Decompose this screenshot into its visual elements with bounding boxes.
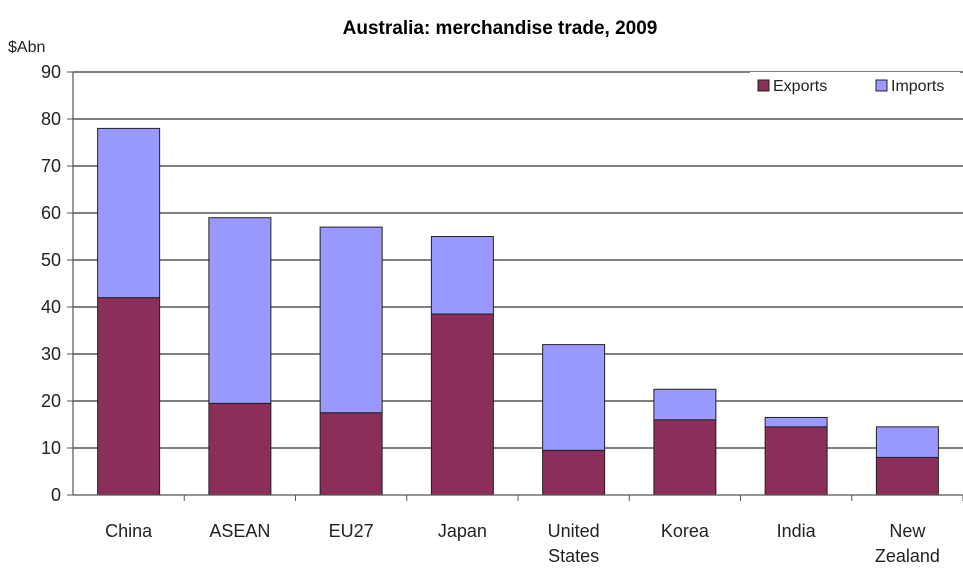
y-axis-label: $Abn	[8, 39, 45, 56]
y-tick-label: 0	[51, 485, 61, 505]
legend-swatch-exports	[757, 79, 770, 92]
y-tick-label: 70	[41, 156, 61, 176]
bar-exports	[542, 449, 606, 496]
bar-exports	[875, 456, 939, 496]
bars	[97, 127, 939, 496]
y-tick-label: 20	[41, 391, 61, 411]
chart-title: Australia: merchandise trade, 2009	[343, 18, 658, 39]
bar-exports	[319, 412, 383, 496]
legend-label-imports: Imports	[891, 78, 944, 95]
x-tick-label: Zealand	[875, 546, 940, 566]
y-tick-label: 90	[41, 62, 61, 82]
bar-imports	[875, 426, 939, 458]
x-tick-label: EU27	[329, 521, 374, 541]
x-tick-label: United	[548, 521, 600, 541]
bar-imports	[653, 388, 717, 421]
x-tick-label: States	[548, 546, 599, 566]
y-tick-label: 30	[41, 344, 61, 364]
legend-label-exports: Exports	[773, 78, 827, 95]
y-tick-label: 80	[41, 109, 61, 129]
x-axis-labels: China ASEAN EU27 Japan United States Korea Indi…	[105, 521, 940, 566]
bar-exports	[97, 297, 161, 496]
y-tick-label: 10	[41, 438, 61, 458]
legend-background	[750, 72, 960, 100]
x-tick-label: China	[105, 521, 153, 541]
axes	[72, 72, 963, 501]
bar-exports	[653, 419, 717, 496]
bar-imports	[764, 416, 828, 428]
x-tick-label: ASEAN	[209, 521, 270, 541]
x-tick-label: Japan	[438, 521, 487, 541]
y-tick-label: 60	[41, 203, 61, 223]
y-tick-label: 50	[41, 250, 61, 270]
bar-imports	[542, 344, 606, 451]
y-tick-label: 40	[41, 297, 61, 317]
bar-imports	[97, 127, 161, 299]
bar-imports	[319, 226, 383, 414]
bar-exports	[208, 402, 272, 496]
bar-imports	[430, 236, 494, 315]
bar-imports	[208, 217, 272, 404]
bar-exports	[764, 426, 828, 496]
bar-exports	[430, 313, 494, 496]
x-tick-label: New	[889, 521, 926, 541]
x-tick-label: Korea	[661, 521, 710, 541]
legend: Exports Imports	[750, 72, 960, 100]
legend-swatch-imports	[875, 79, 888, 92]
gridlines	[73, 71, 963, 449]
x-tick-label: India	[777, 521, 817, 541]
y-axis-ticks: 0 10 20 30 40 50 60 70 80 90	[41, 62, 73, 505]
